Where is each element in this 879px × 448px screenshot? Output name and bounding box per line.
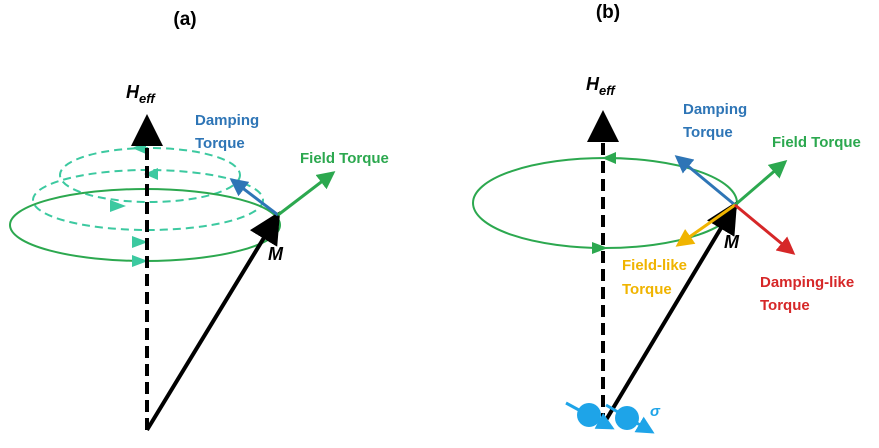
field-symbol: H <box>586 74 600 94</box>
panel-b: (b) Heff Damping Torque Field Torque M F… <box>473 2 861 432</box>
orbit-arrows <box>110 142 158 267</box>
spin-label: σ <box>650 403 661 420</box>
panel-a: (a) Heff Damping Torque Field Torque M <box>10 9 389 430</box>
damping-torque-arrow <box>677 157 735 205</box>
panel-title: (b) <box>596 2 620 23</box>
field-torque-arrow <box>735 162 785 205</box>
damping-like-torque-label: Torque <box>760 297 810 314</box>
field-subscript: eff <box>599 83 616 98</box>
magnetization-vector <box>603 208 733 425</box>
field-torque-label: Field Torque <box>300 150 389 167</box>
field-torque-arrow <box>278 173 333 215</box>
field-like-torque-label: Field-like <box>622 257 687 274</box>
damping-like-torque-label: Damping-like <box>760 274 854 291</box>
damping-torque-arrow <box>232 180 278 215</box>
damping-torque-label: Torque <box>683 124 733 141</box>
field-subscript: eff <box>139 91 156 106</box>
damping-torque-label: Damping <box>195 112 259 129</box>
field-symbol: H <box>126 82 140 102</box>
electron <box>577 403 601 427</box>
damping-torque-label: Damping <box>683 101 747 118</box>
diagram: (a) Heff Damping Torque Field Torque M (… <box>0 0 879 448</box>
magnetization-vector <box>147 218 276 430</box>
field-torque-label: Field Torque <box>772 134 861 151</box>
damping-like-torque-arrow <box>735 205 793 253</box>
field-label: Heff <box>126 82 156 106</box>
field-like-torque-label: Torque <box>622 281 672 298</box>
field-label: Heff <box>586 74 616 98</box>
electron <box>615 406 639 430</box>
magnetization-label: M <box>268 244 284 264</box>
magnetization-label: M <box>724 232 740 252</box>
panel-title: (a) <box>173 9 196 30</box>
damping-torque-label: Torque <box>195 135 245 152</box>
